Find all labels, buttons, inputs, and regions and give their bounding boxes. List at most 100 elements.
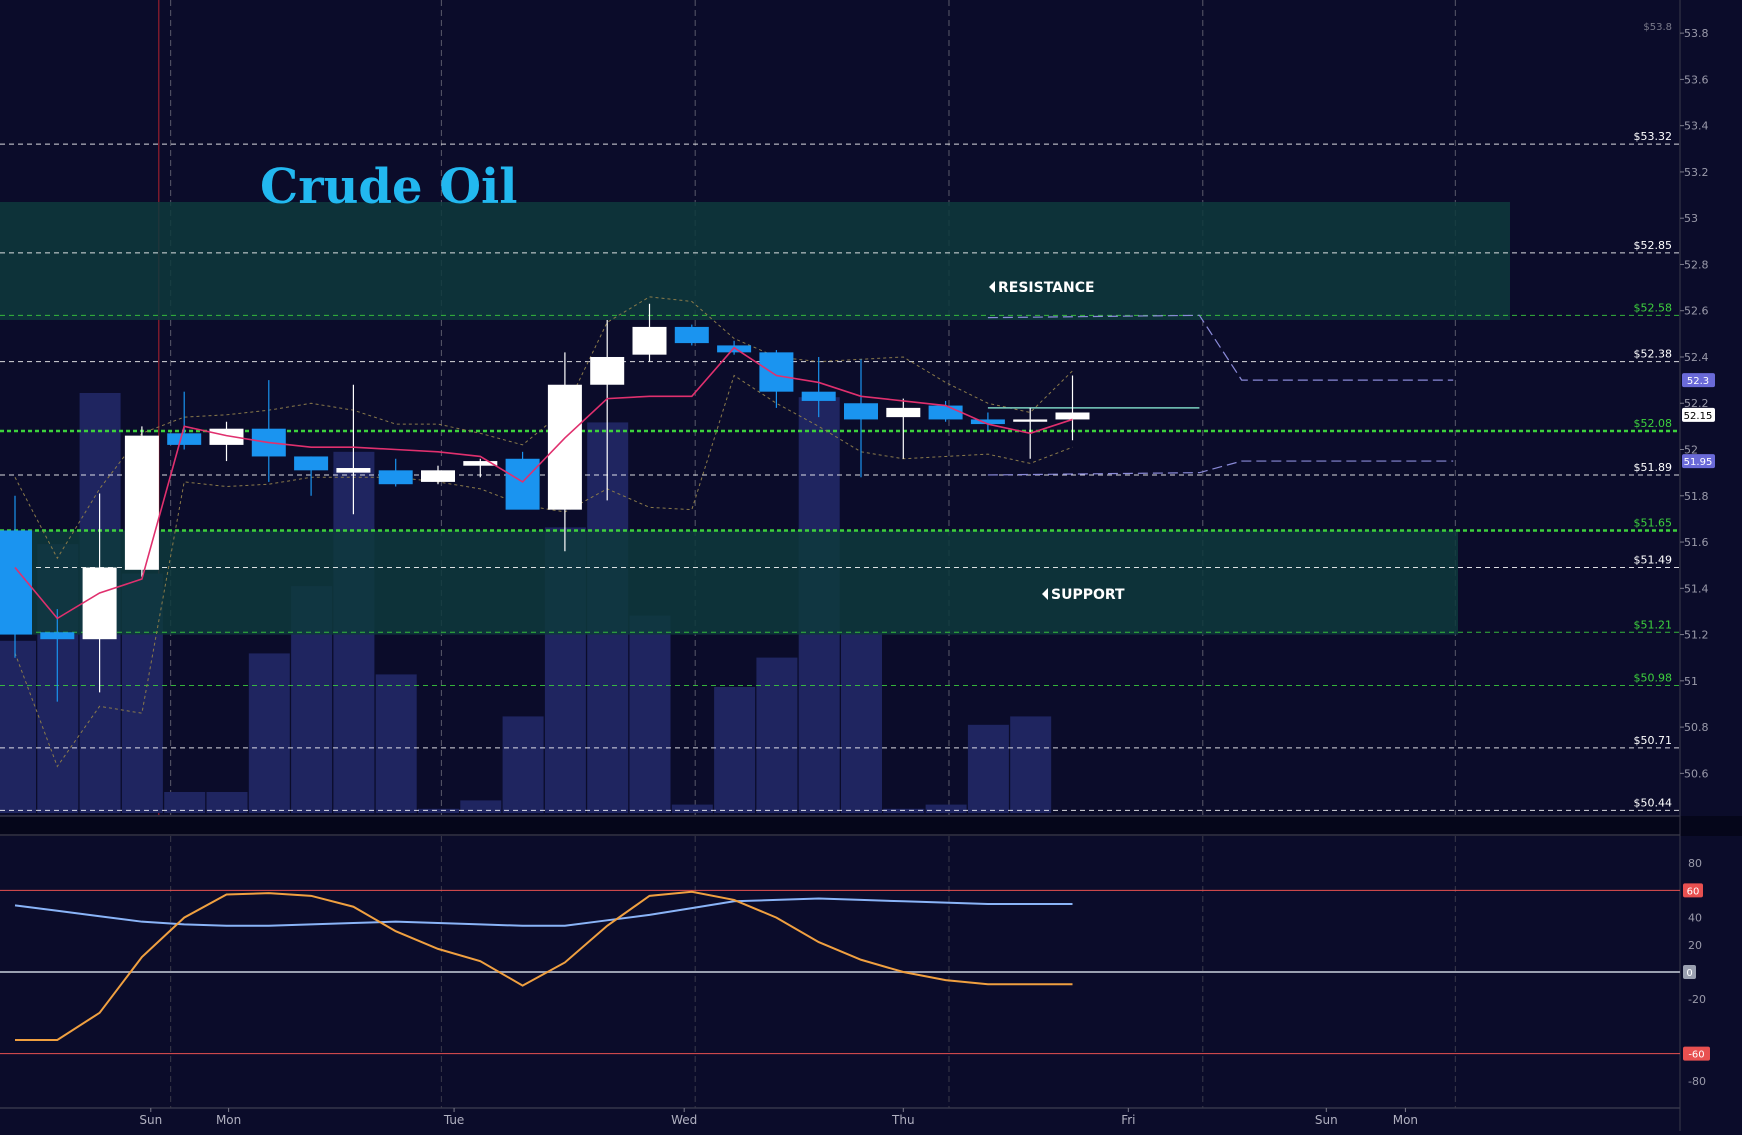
candle-body [378,470,413,485]
volume-bar [629,615,671,813]
time-axis-label: Sun [1315,1113,1338,1127]
candle-body [421,470,455,482]
projection-upper-line [987,314,1454,381]
price-tag-box [1682,454,1715,469]
price-tick-label: 51 [1684,675,1698,688]
time-axis-label: Mon [1393,1113,1418,1127]
price-tag-label: 52.15 [1684,411,1713,422]
candle-body [844,403,878,420]
level-label: $53.32 [1634,130,1673,143]
osc-level-tag-box [1683,1046,1710,1061]
volume-bar [714,687,756,813]
price-tag-box [1682,407,1715,422]
price-tick-label: 51.8 [1684,490,1709,503]
level-label: $52.85 [1634,239,1673,252]
volume-bar [248,653,290,813]
price-tag-label: 52.3 [1687,376,1709,387]
level-label: $51.65 [1634,516,1673,529]
price-tick-label: 50.8 [1684,721,1709,734]
osc-tick-label: 40 [1688,912,1702,925]
support-zone [0,530,1458,635]
price-tick-label: 52 [1684,444,1698,457]
level-label: $50.44 [1634,796,1673,809]
volume-bar [460,800,502,813]
candle-body [463,461,498,466]
volume-bar [841,632,882,813]
candle-body [886,407,921,418]
candle-body [632,326,667,355]
osc-tick-label: 20 [1688,939,1702,952]
chart-title: Crude Oil [260,159,517,215]
candle-body [40,632,75,640]
volume-bar [375,674,417,813]
resistance-zone [0,201,1510,320]
volume-bar [671,804,713,813]
osc-slow-line [14,897,1073,927]
volume-bar [502,716,544,813]
annotation-arrow-icon [989,281,995,293]
volume-bar [925,804,967,813]
level-label: $51.89 [1634,461,1673,474]
price-tick-label: 53.8 [1684,27,1709,40]
price-tag-label: 51.95 [1684,457,1713,468]
price-tick-label: 52.8 [1684,258,1709,271]
osc-level-tag-label: -60 [1688,1050,1704,1061]
level-label: $52.58 [1634,301,1673,314]
osc-tick-label: -80 [1688,1075,1706,1088]
volume-bar [967,724,1009,813]
price-tick-label: 51.4 [1684,582,1709,595]
time-axis-label: Sun [139,1113,162,1127]
osc-level-tag-box [1683,883,1703,898]
candle-body [82,567,117,640]
time-axis-label: Wed [671,1113,697,1127]
upper-band-line [14,296,1073,560]
moving-average-line [14,346,1073,620]
price-tick-label: 53.6 [1684,73,1709,86]
candle-body [1055,412,1090,420]
candle-body [336,468,371,473]
price-tick-label: 52.2 [1684,397,1709,410]
candle-body [1013,419,1048,422]
candle-body [167,433,202,445]
candle-body [590,356,625,385]
osc-level-tag-label: 60 [1687,886,1700,897]
candle-body [547,384,582,510]
osc-fast-line [15,890,1073,1041]
candle-body [970,419,1005,425]
volume-bar [206,792,248,813]
candle-body [294,456,329,471]
time-axis-label: Fri [1121,1113,1135,1127]
time-axis-label: Mon [216,1113,241,1127]
projection-lower-line [987,460,1454,476]
candle-body [928,405,963,420]
candle-body [759,352,794,392]
candle-body [505,458,540,510]
level-label: $51.49 [1634,553,1673,566]
candle-body [209,428,244,445]
candle-body [674,326,709,344]
time-axis-label: Thu [891,1113,915,1127]
volume-bar [883,808,925,813]
level-label: $50.98 [1634,671,1673,684]
price-tick-label: 50.6 [1684,767,1709,780]
price-tick-label: 51.6 [1684,536,1709,549]
osc-tick-label: -20 [1688,993,1706,1006]
level-label: $52.38 [1634,348,1673,361]
price-tick-label: 52.6 [1684,305,1709,318]
price-tick-label: 51.2 [1684,629,1709,642]
candle-body [124,435,159,570]
price-tag-box [1682,373,1715,388]
price-tick-label: 52.4 [1684,351,1709,364]
price-tick-label: 53 [1684,212,1698,225]
level-label: $50.71 [1634,734,1673,747]
volume-bar [1010,716,1052,813]
volume-bar [0,640,36,813]
annotation-arrow-icon [1042,588,1048,600]
top-price-label: $53.8 [1643,22,1672,33]
osc-level-tag-label: 0 [1686,968,1692,979]
pane-separator [0,816,1742,836]
volume-bar [164,792,206,813]
time-axis-label: Tue [443,1113,465,1127]
